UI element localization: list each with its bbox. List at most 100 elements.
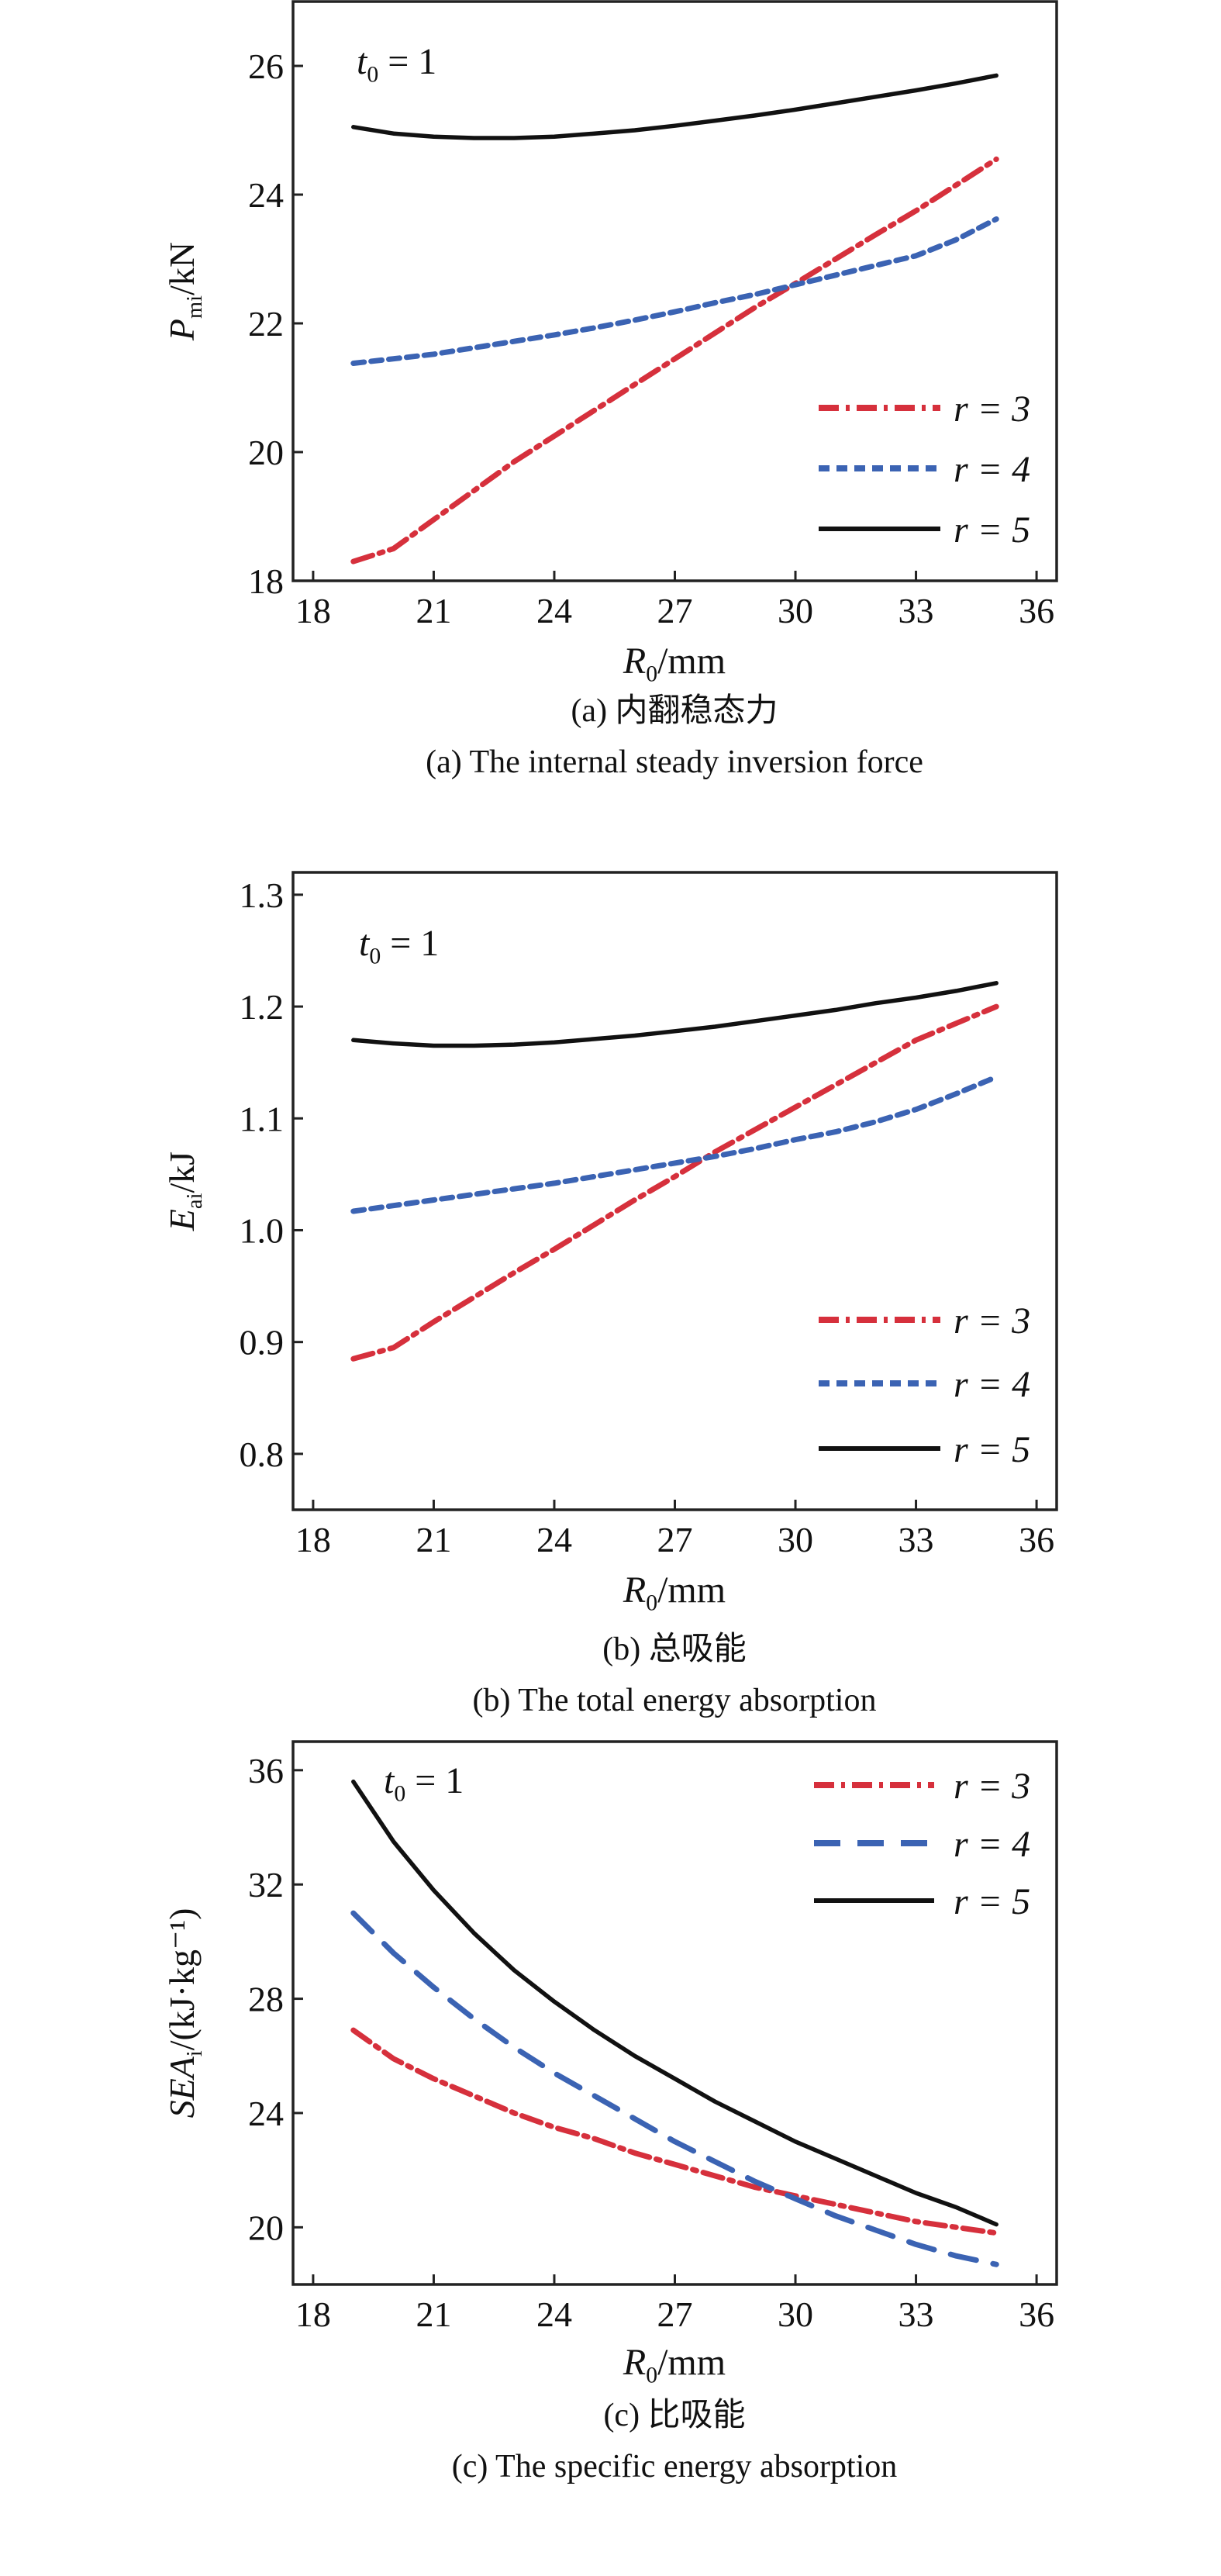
y-axis-label: Eai/kJ <box>162 1152 207 1231</box>
label-suffix: = 1 <box>378 41 436 82</box>
label-symbol: R <box>623 2342 646 2383</box>
legend-label: r = 4 <box>954 1364 1030 1405</box>
annotation-t0: t0 = 1 <box>357 41 436 88</box>
legend-label: r = 5 <box>954 1429 1030 1470</box>
caption-english: (c) The specific energy absorption <box>452 2449 898 2484</box>
label-suffix: /mm <box>657 1569 726 1611</box>
x-tick-label: 24 <box>536 591 572 630</box>
caption-chinese: (c) 比吸能 <box>603 2398 745 2433</box>
series-line-r5 <box>351 1779 999 2227</box>
y-tick-label: 20 <box>248 433 284 472</box>
y-tick-label: 26 <box>248 47 284 86</box>
label-symbol: t <box>384 1760 395 1801</box>
label-symbol: P <box>162 319 202 341</box>
x-tick-label: 36 <box>1019 1520 1054 1559</box>
series-line-r5 <box>351 73 999 140</box>
y-axis-label: SEAi/(kJ·kg⁻¹) <box>162 1908 207 2118</box>
y-tick-label: 24 <box>248 175 284 215</box>
series-line-r3 <box>350 1003 999 1362</box>
label-suffix: /mm <box>657 2342 726 2383</box>
x-tick-label: 30 <box>778 591 813 630</box>
series-line-r3 <box>350 156 999 565</box>
x-tick-label: 30 <box>778 2295 813 2334</box>
chart-panel-a: 18 21 24 27 30 33 36 18 20 22 24 26 r = 3 r = 4 r = 5 t… <box>162 0 1058 780</box>
y-tick-label: 22 <box>248 304 284 344</box>
x-tick-label: 33 <box>899 1520 934 1559</box>
label-subscript: 0 <box>646 661 657 687</box>
plot-frame <box>291 871 1058 1511</box>
label-symbol: E <box>162 1209 202 1231</box>
x-axis-label: R0/mm <box>623 2342 726 2388</box>
chart-panel-b: 18 21 24 27 30 33 36 0.8 0.9 1.0 1.1 1.2 1.3 r = 3 r =… <box>162 871 1058 1718</box>
legend-item: r = 5 <box>814 1881 1030 1922</box>
y-axis-label: Pmi/kN <box>162 242 207 341</box>
x-tick-label: 18 <box>295 591 331 630</box>
legend-label: r = 5 <box>954 509 1030 551</box>
label-suffix: = 1 <box>381 923 439 964</box>
y-tick-label: 1.0 <box>240 1210 285 1250</box>
legend-item: r = 4 <box>819 1364 1030 1405</box>
x-tick-label: 33 <box>899 591 934 630</box>
legend-label: r = 5 <box>954 1881 1030 1922</box>
x-tick-label: 18 <box>295 2295 331 2334</box>
series-line-r4 <box>350 216 999 366</box>
label-symbol: R <box>623 1569 646 1611</box>
y-tick-label: 0.8 <box>240 1435 285 1474</box>
legend-item: r = 4 <box>814 1824 1030 1865</box>
label-subscript: 0 <box>646 2363 657 2388</box>
x-tick-label: 24 <box>536 2295 572 2334</box>
annotation-t0: t0 = 1 <box>359 923 439 969</box>
legend-label: r = 4 <box>954 449 1030 490</box>
caption-chinese: (a) 内翻稳态力 <box>571 693 778 729</box>
annotation-t0: t0 = 1 <box>384 1760 464 1807</box>
label-suffix: /kN <box>162 242 202 295</box>
series-line-r4 <box>350 1910 999 2267</box>
label-subscript: ai <box>183 1193 207 1209</box>
y-tick-label: 18 <box>248 561 284 601</box>
legend-label: r = 3 <box>954 1300 1030 1342</box>
legend-item: r = 4 <box>819 449 1030 490</box>
x-tick-label: 21 <box>416 1520 451 1559</box>
x-tick-label: 27 <box>657 591 693 630</box>
y-axis-label-group: Eai/kJ <box>162 1152 207 1231</box>
chart-panel-c: 18 21 24 27 30 33 36 20 24 28 32 36 r = 3 r = 4 r = 5 t… <box>162 1740 1058 2484</box>
legend-label: r = 3 <box>954 1766 1030 1807</box>
y-tick-label: 1.2 <box>240 987 285 1027</box>
x-tick-label: 30 <box>778 1520 813 1559</box>
x-tick-label: 36 <box>1019 2295 1054 2334</box>
label-subscript: 0 <box>367 62 378 88</box>
label-symbol: SEA <box>162 2056 202 2118</box>
legend-item: r = 5 <box>819 1429 1030 1470</box>
series-line-r4 <box>350 1074 999 1214</box>
caption-english: (b) The total energy absorption <box>473 1683 877 1718</box>
label-symbol: R <box>623 641 646 682</box>
legend-item: r = 3 <box>819 1300 1030 1342</box>
caption-chinese: (b) 总吸能 <box>602 1632 746 1667</box>
x-tick-label: 36 <box>1019 591 1054 630</box>
x-tick-label: 21 <box>416 2295 451 2334</box>
label-suffix: /(kJ·kg⁻¹) <box>162 1908 202 2051</box>
y-tick-label: 28 <box>248 1980 284 2019</box>
legend-label: r = 4 <box>954 1824 1030 1865</box>
label-subscript: i <box>183 2050 207 2056</box>
label-suffix: /kJ <box>162 1152 202 1193</box>
y-axis-label-group: Pmi/kN <box>162 242 207 341</box>
legend-item: r = 3 <box>819 388 1030 430</box>
legend-item: r = 5 <box>819 509 1030 551</box>
x-tick-label: 27 <box>657 1520 693 1559</box>
label-subscript: 0 <box>369 944 381 969</box>
caption-english: (a) The internal steady inversion force <box>426 744 923 780</box>
y-tick-label: 1.3 <box>240 875 285 915</box>
x-tick-label: 27 <box>657 2295 693 2334</box>
label-subscript: 0 <box>394 1781 405 1807</box>
series-line-r5 <box>351 981 999 1048</box>
label-subscript: mi <box>183 295 207 319</box>
legend-item: r = 3 <box>814 1766 1030 1807</box>
x-axis-label: R0/mm <box>623 1569 726 1616</box>
y-tick-label: 20 <box>248 2208 284 2247</box>
x-tick-label: 18 <box>295 1520 331 1559</box>
label-symbol: t <box>357 41 368 82</box>
x-tick-label: 33 <box>899 2295 934 2334</box>
y-tick-label: 24 <box>248 2094 284 2133</box>
